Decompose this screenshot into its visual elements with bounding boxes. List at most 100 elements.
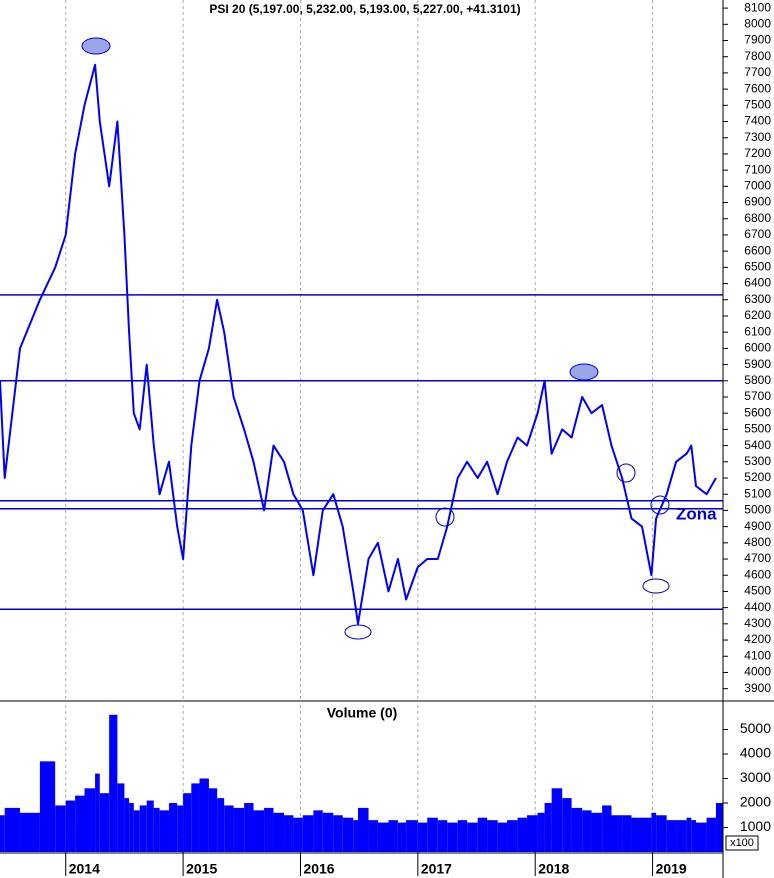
volume-bar bbox=[39, 761, 56, 852]
volume-bar bbox=[686, 817, 692, 852]
volume-bar bbox=[177, 805, 184, 852]
volume-bar bbox=[253, 810, 265, 852]
y-tick-label: 4300 bbox=[744, 616, 771, 630]
volume-bar bbox=[133, 810, 140, 852]
bear-icon bbox=[569, 363, 599, 381]
y-tick-label: 7700 bbox=[744, 65, 771, 79]
y-tick-label: 4600 bbox=[744, 567, 771, 581]
volume-bar bbox=[146, 800, 154, 852]
volume-bar bbox=[159, 810, 170, 852]
volume-bar bbox=[507, 820, 518, 852]
chart-title: PSI 20 (5,197.00, 5,232.00, 5,193.00, 5,… bbox=[209, 2, 520, 16]
y-tick-label: 7600 bbox=[744, 81, 771, 95]
volume-bar bbox=[357, 807, 369, 852]
volume-bar bbox=[631, 817, 643, 852]
y-tick-label: 8100 bbox=[744, 0, 771, 14]
volume-bar bbox=[406, 820, 418, 852]
volume-bar bbox=[368, 820, 378, 852]
y-tick-label: 2000 bbox=[740, 794, 771, 810]
volume-bar bbox=[333, 815, 343, 852]
volume-bar bbox=[544, 803, 552, 852]
volume-bar bbox=[388, 820, 398, 852]
y-tick-label: 7300 bbox=[744, 130, 771, 144]
volume-bar bbox=[75, 795, 85, 852]
y-tick-label: 5000 bbox=[744, 503, 771, 517]
volume-bar bbox=[427, 817, 438, 852]
y-tick-label: 6200 bbox=[744, 308, 771, 322]
volume-bar bbox=[417, 822, 428, 852]
y-tick-label: 7000 bbox=[744, 179, 771, 193]
volume-bar bbox=[562, 798, 572, 852]
volume-bar bbox=[84, 788, 96, 852]
icons bbox=[81, 37, 670, 640]
volume-bar bbox=[169, 803, 178, 852]
volume-bar bbox=[467, 822, 478, 852]
volume-bar bbox=[602, 805, 612, 852]
volume-bar bbox=[651, 812, 657, 852]
smiley-icon bbox=[435, 507, 455, 527]
y-tick-label: 6500 bbox=[744, 260, 771, 274]
y-tick-label: 5300 bbox=[744, 454, 771, 468]
volume-bar bbox=[715, 803, 723, 852]
volume-bar bbox=[696, 822, 707, 852]
volume-bar bbox=[582, 810, 592, 852]
y-tick-label: 7400 bbox=[744, 114, 771, 128]
volume-bar bbox=[65, 800, 76, 852]
y-tick-label: 5100 bbox=[744, 486, 771, 500]
volume-bar bbox=[139, 805, 147, 852]
y-tick-label: 5200 bbox=[744, 470, 771, 484]
volume-bar bbox=[264, 807, 274, 852]
y-tick-label: 6400 bbox=[744, 276, 771, 290]
y-tick-label: 3900 bbox=[744, 681, 771, 695]
volume-bar bbox=[153, 807, 160, 852]
volume-bar bbox=[457, 820, 468, 852]
bull-icon bbox=[344, 624, 372, 640]
volume-bar bbox=[302, 815, 314, 852]
y-tick-label: 7900 bbox=[744, 33, 771, 47]
volume-bar bbox=[233, 807, 245, 852]
volume-bar bbox=[497, 822, 508, 852]
volume-bar bbox=[109, 714, 118, 852]
volume-bar bbox=[537, 812, 545, 852]
y-tick-label: 5600 bbox=[744, 405, 771, 419]
volume-bar bbox=[129, 803, 134, 852]
y-tick-label: 5000 bbox=[740, 720, 771, 736]
volume-bar bbox=[191, 783, 200, 852]
y-tick-label: 4400 bbox=[744, 600, 771, 614]
volume-bar bbox=[642, 817, 652, 852]
volume-bar bbox=[666, 820, 677, 852]
volume-bar bbox=[477, 817, 488, 852]
y-tick-label: 3000 bbox=[740, 769, 771, 785]
y-tick-label: 6800 bbox=[744, 211, 771, 225]
volume-bar bbox=[517, 817, 527, 852]
volume-bar bbox=[656, 815, 667, 852]
volume-bar bbox=[183, 793, 192, 852]
volume-bar bbox=[706, 817, 716, 852]
volume-bar bbox=[224, 805, 234, 852]
y-tick-label: 5900 bbox=[744, 357, 771, 371]
volume-bar bbox=[244, 803, 254, 852]
volume-bar bbox=[4, 807, 20, 852]
volume-bar bbox=[397, 822, 407, 852]
y-tick-label: 8000 bbox=[744, 16, 771, 30]
x-tick-label: 2018 bbox=[538, 861, 569, 877]
y-tick-label: 4000 bbox=[740, 745, 771, 761]
y-tick-label: 4800 bbox=[744, 535, 771, 549]
volume-bar bbox=[591, 812, 603, 852]
volume-bar bbox=[691, 820, 697, 852]
y-tick-label: 4200 bbox=[744, 632, 771, 646]
volume-bar bbox=[19, 812, 40, 852]
volume-bar bbox=[377, 822, 389, 852]
volume-bar bbox=[95, 773, 100, 852]
y-tick-label: 6100 bbox=[744, 324, 771, 338]
unit-box bbox=[725, 835, 759, 851]
frown-icon bbox=[616, 463, 636, 483]
volume-bar bbox=[571, 807, 583, 852]
y-tick-label: 7500 bbox=[744, 97, 771, 111]
price-line bbox=[0, 63, 717, 625]
volume-bar bbox=[284, 815, 294, 852]
volume-bar bbox=[0, 815, 5, 852]
volume-bar bbox=[217, 798, 225, 852]
y-tick-label: 7200 bbox=[744, 146, 771, 160]
